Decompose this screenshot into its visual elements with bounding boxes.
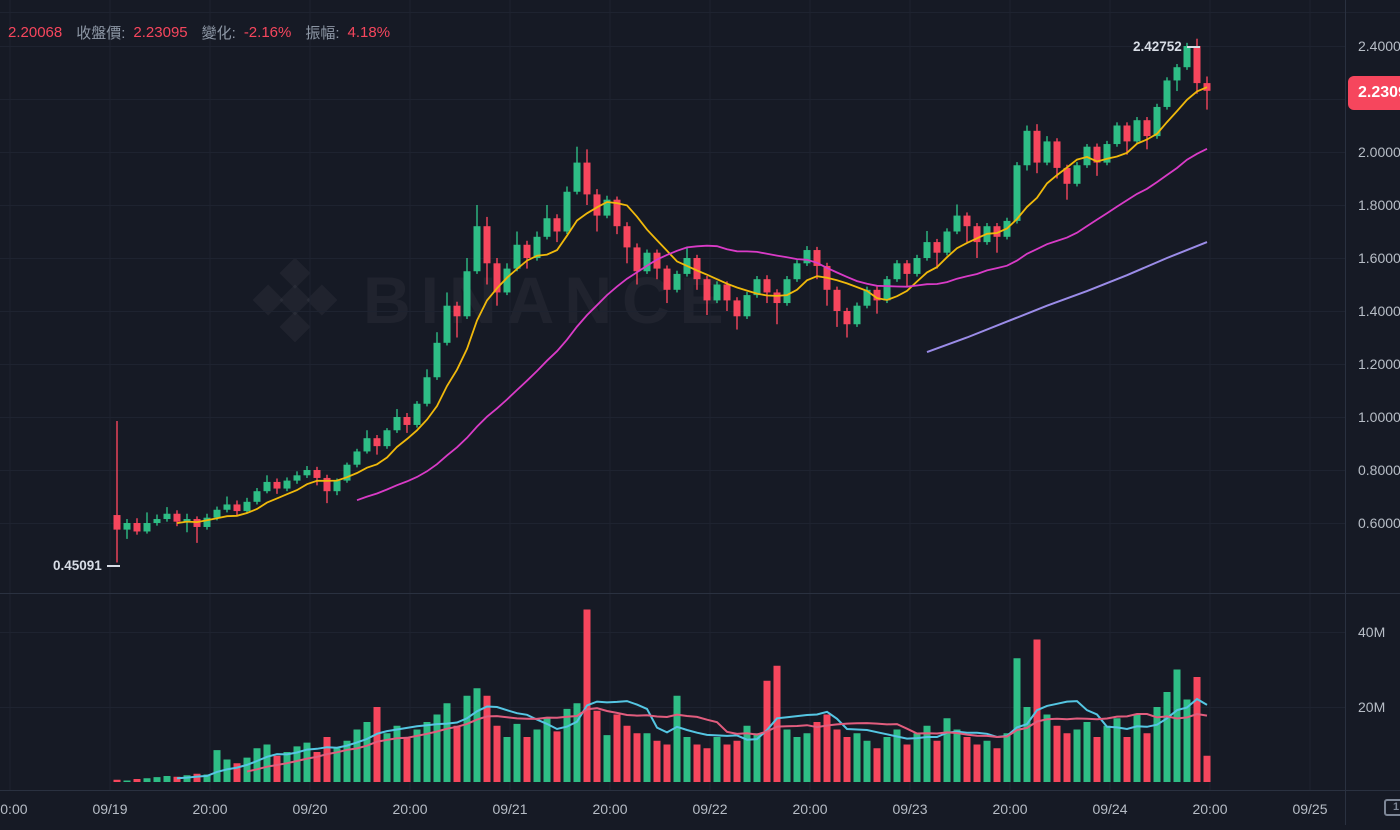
close-price-label: 收盤價: (76, 25, 126, 42)
price-axis-label: 0.6000 (1358, 515, 1400, 531)
volume-bars-layer[interactable] (113, 609, 1211, 783)
time-axis-label: 09/24 (1092, 801, 1127, 817)
volume-ma-lines (176, 697, 1208, 780)
price-axis-label: 2.4000 (1358, 38, 1400, 54)
time-axis[interactable]: 20:00 09/19 20:00 09/20 20:00 09/21 20:00 09/22… (0, 801, 1328, 817)
current-price-badge: 2.23095 (1348, 76, 1400, 110)
volume-ma-slow-line (246, 707, 1208, 773)
ma7-line (176, 86, 1208, 524)
close-price-value: 2.23095 (133, 24, 188, 41)
high-annotation-dash (1186, 45, 1200, 48)
time-axis-label: 20:00 (1192, 801, 1227, 817)
time-axis-label: 20:00 (792, 801, 827, 817)
gridlines (0, 0, 1400, 790)
price-ma-lines (176, 86, 1208, 524)
time-axis-label: 09/23 (892, 801, 927, 817)
low-annotation-dash (106, 564, 120, 567)
time-axis-label: 20:00 (192, 801, 227, 817)
price-axis-label: 1.4000 (1358, 303, 1400, 319)
amplitude-value: 4.18% (347, 24, 391, 41)
current-price-value: 2.23095 (1358, 84, 1400, 101)
candles-layer[interactable] (113, 38, 1211, 563)
volume-axis-label: 20M (1358, 699, 1385, 715)
low-price-value: 0.45091 (53, 558, 102, 573)
volume-axis-label: 40M (1358, 624, 1385, 640)
time-axis-label: 20:00 (592, 801, 627, 817)
price-axis-label: 2.0000 (1358, 144, 1400, 160)
ohlc-info-bar: 2.20068 收盤價: 2.23095 變化: -2.16% 振幅: 4.18… (8, 22, 390, 43)
time-axis-label: 09/19 (92, 801, 127, 817)
volume-ma-fast-line (176, 697, 1208, 780)
price-axis-label: 1.8000 (1358, 197, 1400, 213)
amplitude-label: 振幅: (305, 25, 340, 42)
high-price-value: 2.42752 (1133, 39, 1182, 54)
price-axis-label: 1.0000 (1358, 409, 1400, 425)
price-axis-label: 0.8000 (1358, 462, 1400, 478)
price-axis-label: 1.6000 (1358, 250, 1400, 266)
time-axis-label: 09/25 (1292, 801, 1327, 817)
time-axis-label: 20:00 (392, 801, 427, 817)
low-price-annotation: 0.45091 (53, 558, 120, 573)
change-value: -2.16% (243, 24, 292, 41)
price-axis-label: 1.2000 (1358, 356, 1400, 372)
time-axis-label: 09/21 (492, 801, 527, 817)
time-axis-label: 09/22 (692, 801, 727, 817)
high-price-annotation: 2.42752 (1133, 39, 1200, 54)
change-label: 變化: (201, 25, 236, 42)
time-axis-label: 20:00 (992, 801, 1027, 817)
price-axis[interactable]: 2.4000 2.0000 1.8000 1.6000 1.4000 1.2000 1.00… (1358, 38, 1400, 715)
time-axis-label: 20:00 (0, 801, 28, 817)
timezone-settings-icon[interactable]: 1 (1384, 799, 1400, 816)
ma99-line (926, 241, 1208, 354)
ma25-line (356, 147, 1208, 502)
time-axis-label: 09/20 (292, 801, 327, 817)
open-price-value: 2.20068 (8, 24, 63, 41)
